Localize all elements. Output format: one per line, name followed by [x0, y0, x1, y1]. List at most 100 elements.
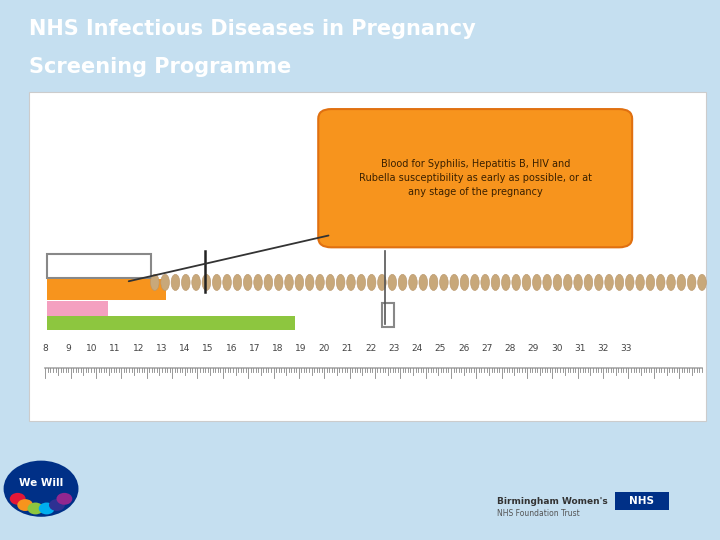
Circle shape [49, 499, 65, 511]
Ellipse shape [388, 274, 397, 291]
Bar [382, 303, 394, 327]
Text: Blood for Syphilis, Hepatitis B, HIV and
Rubella susceptibility as early as poss: Blood for Syphilis, Hepatitis B, HIV and… [359, 159, 592, 197]
Text: 11: 11 [109, 344, 121, 353]
Text: 9: 9 [66, 344, 71, 353]
Ellipse shape [326, 274, 335, 291]
Ellipse shape [553, 274, 562, 291]
Ellipse shape [253, 274, 262, 291]
Circle shape [10, 493, 26, 505]
Ellipse shape [212, 274, 221, 291]
Ellipse shape [615, 274, 624, 291]
Ellipse shape [357, 274, 366, 291]
Ellipse shape [233, 274, 242, 291]
Bar [615, 492, 669, 510]
Ellipse shape [305, 274, 314, 291]
Text: 12: 12 [132, 344, 144, 353]
Ellipse shape [274, 274, 283, 291]
Ellipse shape [171, 274, 180, 291]
Ellipse shape [161, 274, 169, 291]
FancyBboxPatch shape [318, 109, 632, 247]
Ellipse shape [284, 274, 293, 291]
Ellipse shape [295, 274, 304, 291]
Ellipse shape [419, 274, 428, 291]
Text: NHS Infectious Diseases in Pregnancy: NHS Infectious Diseases in Pregnancy [29, 19, 475, 39]
Ellipse shape [192, 274, 200, 291]
FancyBboxPatch shape [29, 92, 706, 421]
Text: 13: 13 [156, 344, 167, 353]
Ellipse shape [646, 274, 654, 291]
Ellipse shape [698, 274, 706, 291]
Text: 17: 17 [249, 344, 261, 353]
Ellipse shape [688, 274, 696, 291]
Text: 16: 16 [225, 344, 237, 353]
Circle shape [39, 503, 55, 515]
Text: 28: 28 [505, 344, 516, 353]
Ellipse shape [471, 274, 480, 291]
Bar [47, 301, 108, 316]
Text: 21: 21 [342, 344, 354, 353]
Ellipse shape [522, 274, 531, 291]
Text: Birmingham Women's: Birmingham Women's [497, 497, 608, 505]
Ellipse shape [657, 274, 665, 291]
Text: 32: 32 [598, 344, 609, 353]
Ellipse shape [595, 274, 603, 291]
Text: 20: 20 [318, 344, 330, 353]
Ellipse shape [512, 274, 521, 291]
Text: 26: 26 [458, 344, 469, 353]
Bar [47, 254, 151, 278]
Bar [47, 316, 295, 330]
Ellipse shape [626, 274, 634, 291]
Text: NHS: NHS [629, 496, 654, 507]
Text: 24: 24 [412, 344, 423, 353]
Ellipse shape [502, 274, 510, 291]
Bar [47, 279, 166, 300]
Ellipse shape [491, 274, 500, 291]
Ellipse shape [605, 274, 613, 291]
Text: 15: 15 [202, 344, 214, 353]
Ellipse shape [398, 274, 407, 291]
Text: 23: 23 [388, 344, 400, 353]
Text: 10: 10 [86, 344, 98, 353]
Circle shape [56, 493, 72, 505]
Text: 22: 22 [365, 344, 377, 353]
Circle shape [27, 503, 43, 515]
Ellipse shape [408, 274, 417, 291]
Text: 14: 14 [179, 344, 191, 353]
Ellipse shape [543, 274, 552, 291]
Circle shape [17, 499, 33, 511]
Ellipse shape [584, 274, 593, 291]
Ellipse shape [315, 274, 324, 291]
Ellipse shape [222, 274, 231, 291]
Ellipse shape [336, 274, 345, 291]
Ellipse shape [450, 274, 459, 291]
Text: 25: 25 [435, 344, 446, 353]
Ellipse shape [243, 274, 252, 291]
Ellipse shape [677, 274, 685, 291]
Ellipse shape [667, 274, 675, 291]
Ellipse shape [481, 274, 490, 291]
Text: 19: 19 [295, 344, 307, 353]
Ellipse shape [181, 274, 190, 291]
Ellipse shape [440, 274, 449, 291]
Ellipse shape [367, 274, 376, 291]
Ellipse shape [429, 274, 438, 291]
Text: 27: 27 [481, 344, 492, 353]
Ellipse shape [150, 274, 159, 291]
Text: 18: 18 [272, 344, 284, 353]
Ellipse shape [460, 274, 469, 291]
Ellipse shape [574, 274, 582, 291]
Text: We Will: We Will [19, 478, 63, 488]
Text: 30: 30 [551, 344, 562, 353]
Ellipse shape [264, 274, 273, 291]
Text: 29: 29 [528, 344, 539, 353]
Ellipse shape [202, 274, 211, 291]
Ellipse shape [564, 274, 572, 291]
Text: 8: 8 [42, 344, 48, 353]
Text: Screening Programme: Screening Programme [29, 57, 291, 77]
Text: NHS Foundation Trust: NHS Foundation Trust [497, 509, 580, 517]
Ellipse shape [636, 274, 644, 291]
Circle shape [4, 461, 78, 517]
Ellipse shape [533, 274, 541, 291]
Text: 33: 33 [621, 344, 632, 353]
Ellipse shape [377, 274, 386, 291]
